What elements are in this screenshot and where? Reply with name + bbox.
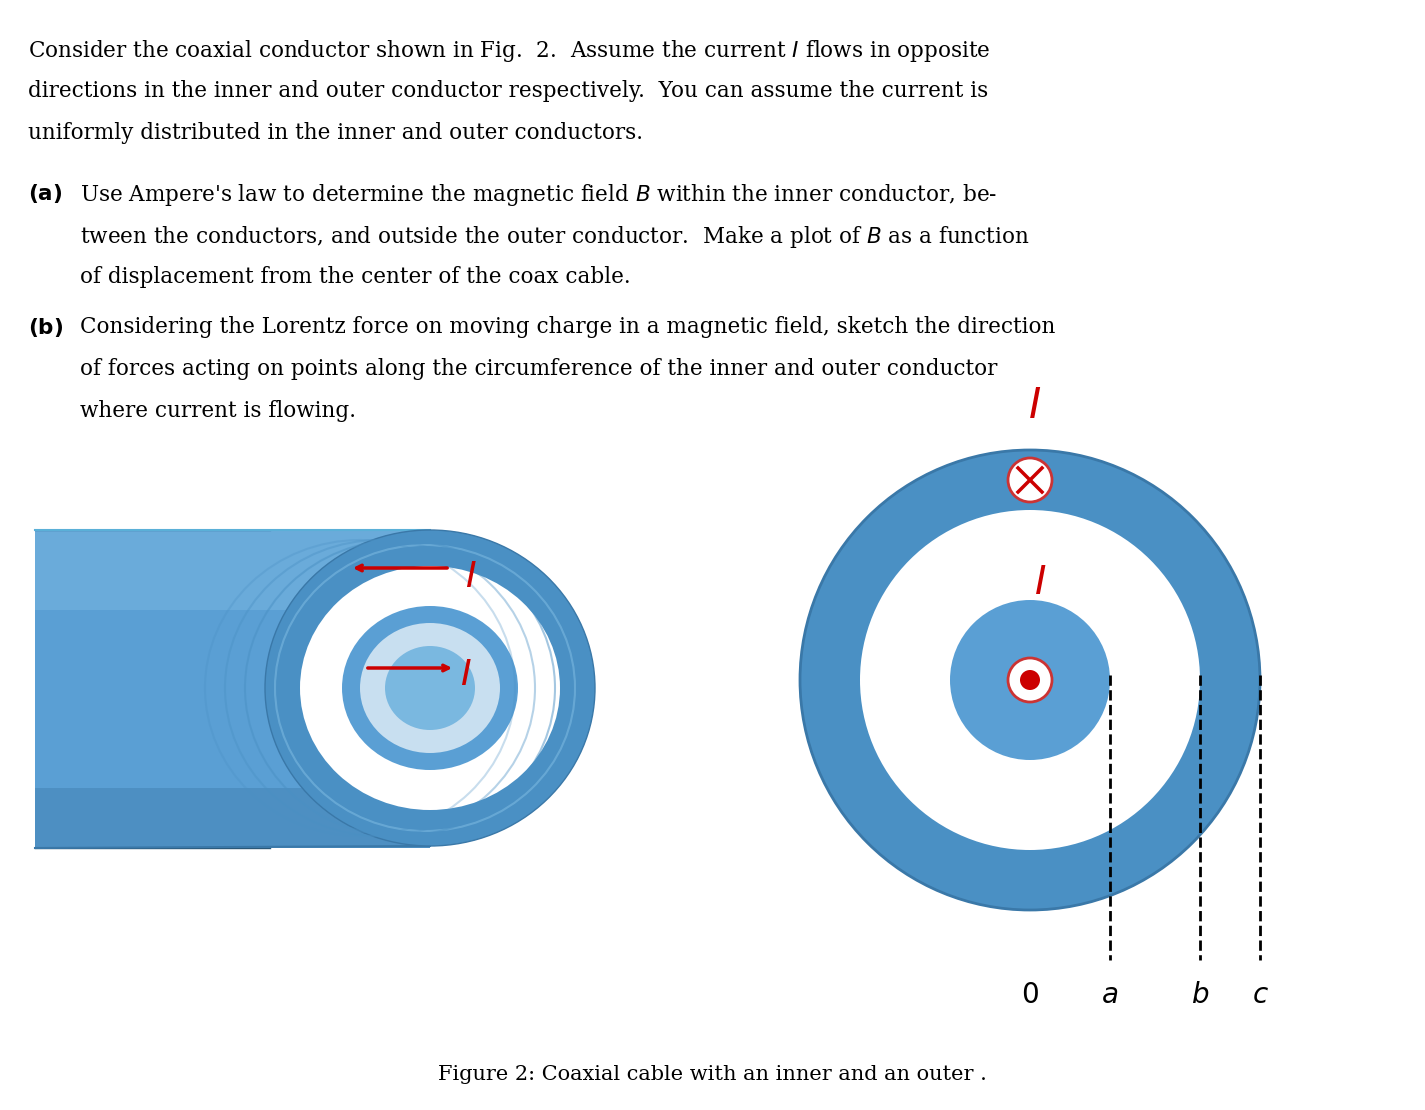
Ellipse shape [385,646,475,730]
Text: $a$: $a$ [1102,982,1119,1009]
Text: Considering the Lorentz force on moving charge in a magnetic field, sketch the d: Considering the Lorentz force on moving … [80,316,1056,339]
Text: $I$: $I$ [1029,385,1042,427]
Ellipse shape [301,566,560,810]
Polygon shape [36,529,430,611]
Text: $0$: $0$ [1022,982,1039,1009]
Circle shape [799,450,1260,910]
Text: directions in the inner and outer conductor respectively.  You can assume the cu: directions in the inner and outer conduc… [28,80,989,102]
Text: Use Ampere's law to determine the magnetic field $B$ within the inner conductor,: Use Ampere's law to determine the magnet… [80,182,997,208]
Text: Figure 2: Coaxial cable with an inner and an outer .: Figure 2: Coaxial cable with an inner an… [437,1064,986,1084]
Text: $b$: $b$ [1191,982,1210,1009]
Ellipse shape [342,606,519,770]
Text: tween the conductors, and outside the outer conductor.  Make a plot of $B$ as a : tween the conductors, and outside the ou… [80,224,1029,250]
Text: where current is flowing.: where current is flowing. [80,400,356,422]
Polygon shape [36,788,430,848]
Polygon shape [36,529,430,848]
Circle shape [1020,670,1040,690]
Circle shape [861,509,1200,850]
Text: uniformly distributed in the inner and outer conductors.: uniformly distributed in the inner and o… [28,122,643,144]
Text: of displacement from the center of the coax cable.: of displacement from the center of the c… [80,266,631,287]
Text: of forces acting on points along the circumference of the inner and outer conduc: of forces acting on points along the cir… [80,359,997,380]
Text: Consider the coaxial conductor shown in Fig.  2.  Assume the current $I$ flows i: Consider the coaxial conductor shown in … [28,38,990,64]
Text: $I$: $I$ [460,658,472,692]
Ellipse shape [361,623,500,753]
Text: $I$: $I$ [465,561,477,594]
Text: $\mathbf{(a)}$: $\mathbf{(a)}$ [28,182,63,205]
Text: $c$: $c$ [1251,982,1268,1009]
Text: $\mathbf{(b)}$: $\mathbf{(b)}$ [28,316,63,339]
Circle shape [1007,658,1052,702]
Circle shape [950,601,1110,760]
Ellipse shape [265,529,596,846]
Text: $I$: $I$ [1033,565,1046,602]
Circle shape [1007,458,1052,502]
